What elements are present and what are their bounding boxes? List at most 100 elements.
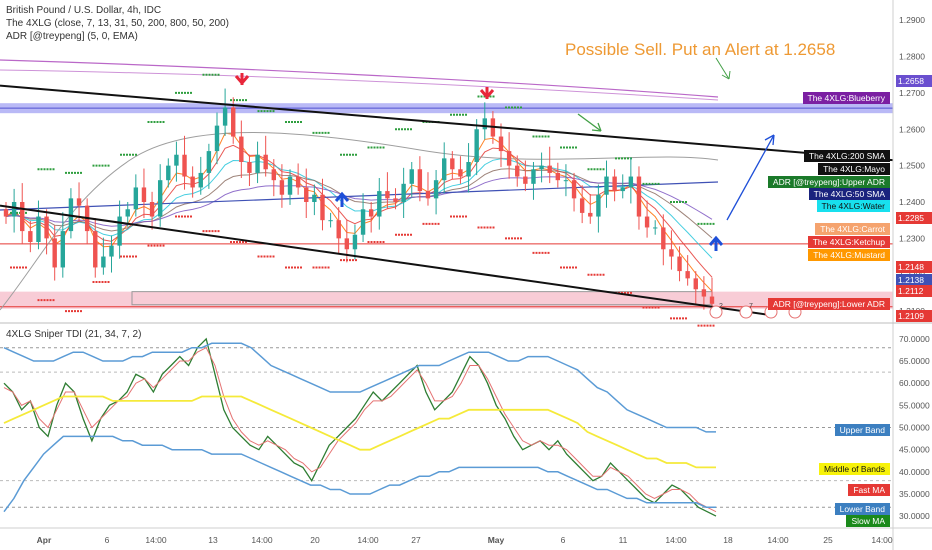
candle-body [644,216,650,228]
event-badge-circle [739,305,753,319]
price-tag: 1.2148 [896,261,932,273]
time-tick-label: 6 [105,535,110,545]
line-label-tag: The 4XLG:200 SMA [803,150,890,162]
tdi-label-tag: Middle of Bands [819,463,890,475]
time-tick-label: 6 [561,535,566,545]
tdi-tick-label: 60.0000 [899,378,930,388]
symbol-title[interactable]: British Pound / U.S. Dollar, 4h, IDC [6,5,162,16]
candle-body [109,245,114,257]
candle-body [450,158,455,170]
candle-body [368,209,374,217]
sma-50-line [0,181,719,211]
green-pointer-arrowhead [591,122,602,132]
candle-body [190,176,195,188]
candle-body [320,194,325,221]
candle-body [52,238,57,268]
tdi-tick-label: 30.0000 [899,511,930,521]
candles [3,88,715,314]
tdi-slow-ma-line [3,337,717,517]
blue-arrow-shape [708,235,724,251]
candle-body [336,220,341,239]
time-tick-label: May [488,535,505,545]
indicator-4xlg-legend[interactable]: The 4XLG (close, 7, 13, 31, 50, 200, 800… [6,18,229,29]
candle-body [101,256,106,268]
candle-body [60,231,66,268]
tdi-tick-label: 65.0000 [899,356,930,366]
candle-body [588,212,593,217]
candle-body [255,154,260,173]
carrot-ma [5,132,713,292]
candle-body [125,209,130,217]
trade-annotation[interactable]: Possible Sell. Put an Alert at 1.2658 [565,40,836,59]
candle-body [709,296,715,304]
candle-body [571,180,577,199]
price-tag: 1.2112 [896,285,932,297]
price-tick-label: 1.2900 [899,15,925,25]
tdi-panel: 70.0000 65.0000 60.0000 55.0000 50.0000 45.00… [0,334,930,521]
candle-body [11,202,17,217]
candle-body [417,169,423,192]
indicator-adr-legend[interactable]: ADR [@treypeng] (5, 0, EMA) [6,31,138,42]
candle-body [28,231,33,242]
time-tick-label: 14:00 [145,535,167,545]
blueberry-ma [5,176,713,227]
candle-body [271,169,276,181]
red-arrow-shape [234,73,250,86]
price-tag: 1.2109 [896,310,932,322]
line-label-tag: The 4XLG:Blueberry [802,92,890,104]
candle-body [661,227,666,250]
candle-body [174,154,179,166]
candle-body [36,216,41,242]
candle-body [149,202,155,217]
candle-body [677,256,682,272]
candle-body [377,191,382,217]
support-zone [0,291,893,309]
projection-arrowhead [764,134,775,146]
candle-body [133,187,139,210]
tdi-tick-label: 70.0000 [899,334,930,344]
line-label-tag: The 4XLG:50 SMA [808,188,890,200]
candle-body [239,136,244,162]
event-badge-count: 2 [719,303,723,310]
candle-body [117,216,122,246]
price-tag: 1.2285 [896,212,932,224]
candle-body [247,162,252,173]
candle-body [214,125,220,152]
alert-pointer-arrowhead [721,70,731,80]
candle-body [433,180,439,199]
price-tick-label: 1.2800 [899,52,925,62]
tdi-legend[interactable]: 4XLG Sniper TDI (21, 34, 7, 2) [6,329,142,340]
line-label-tag: ADR [@treypeng]:Lower ADR [767,298,890,310]
candle-body [515,165,520,177]
candle-body [596,194,601,217]
candle-body [523,176,528,184]
sell-signal-arrow [234,73,250,86]
candle-body [498,136,504,152]
tdi-label-tag: Slow MA [846,515,890,527]
candle-body [76,198,82,206]
candle-body [295,176,301,188]
tdi-label-tag: Fast MA [848,484,890,496]
tdi-tick-label: 50.0000 [899,423,930,433]
time-tick-label: 14:00 [871,535,893,545]
moving-averages [0,59,719,327]
candle-body [393,198,398,202]
event-badge-count: 7 [749,303,753,310]
candle-body [93,231,98,268]
event-badge: 2 [709,303,723,319]
projection-arrow [726,134,775,221]
upper-trendline [0,84,894,162]
slow-pink-line [0,69,719,101]
time-tick-label: 11 [619,535,628,545]
price-tag: 1.2138 [896,274,932,286]
candle-body [157,180,163,217]
candle-body [531,169,536,184]
candle-body [182,154,187,177]
tdi-lower-band-line [3,435,716,513]
candle-body [352,234,358,250]
tdi-upper-band-line [3,342,716,433]
candle-body [579,198,585,213]
candle-body [385,191,390,199]
line-label-tag: The 4XLG:Carrot [815,223,890,235]
